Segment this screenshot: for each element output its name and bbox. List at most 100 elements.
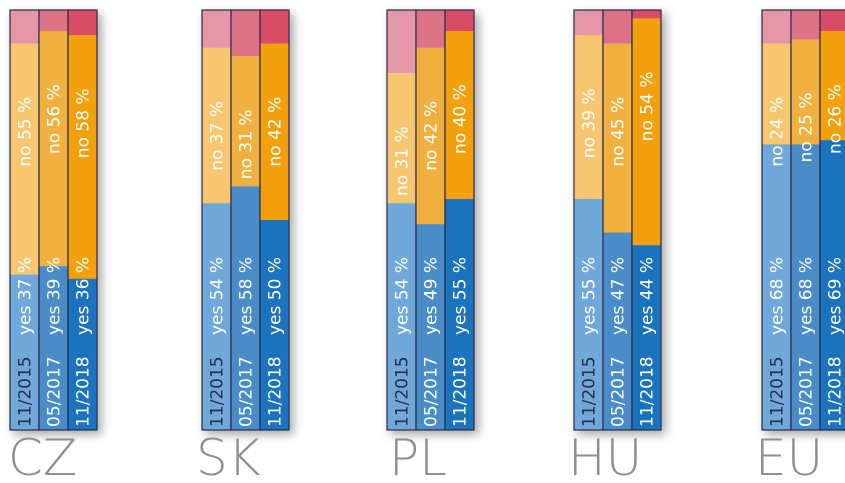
period-label: 05/2017	[45, 356, 65, 427]
period-label: 11/2018	[638, 356, 658, 427]
yes-value-label: yes 68 %	[768, 257, 788, 335]
bar-no-hu-2	[632, 18, 661, 246]
bar-no-pl-1	[416, 47, 445, 225]
bar-no-eu-0	[762, 43, 791, 145]
bar-yes-cz-0	[10, 274, 39, 430]
no-value-label: no 42 %	[422, 101, 442, 171]
bar-no-cz-1	[39, 31, 68, 267]
bar-group-pl: 11/2015 yes 54 % no 31 % 05/2017 yes 49 % no …	[386, 9, 475, 431]
bar-no-eu-1	[791, 39, 820, 145]
no-value-label: no 56 %	[45, 84, 65, 154]
bar-rest-hu-1	[603, 10, 632, 44]
bar-rest-pl-2	[445, 10, 474, 31]
bar-yes-cz-1	[39, 266, 68, 430]
group-label-sk: SK	[196, 429, 261, 483]
bar-outline	[67, 9, 98, 431]
no-value-label: no 39 %	[580, 88, 600, 158]
bar-yes-hu-1	[603, 232, 632, 430]
bar-yes-pl-1	[416, 224, 445, 430]
yes-value-label: yes 55 %	[580, 257, 600, 335]
no-value-label: no 37 %	[208, 101, 228, 171]
period-label: 11/2018	[451, 356, 471, 427]
bar-yes-sk-2	[260, 220, 289, 430]
bar-no-cz-0	[10, 43, 39, 275]
bar-outline	[819, 9, 845, 431]
bar-yes-eu-1	[791, 144, 820, 430]
bar-yes-sk-1	[231, 186, 260, 430]
yes-value-label: yes 54 %	[208, 257, 228, 335]
yes-value-label: yes 47 %	[609, 257, 629, 335]
bar-rest-eu-0	[762, 10, 791, 44]
bar-outline	[631, 9, 662, 431]
no-value-label: no 58 %	[74, 88, 94, 158]
group-label-cz: CZ	[8, 429, 77, 483]
bar-rest-sk-2	[260, 10, 289, 44]
bar-no-sk-1	[231, 56, 260, 187]
bar-outline	[259, 9, 290, 431]
bar-yes-eu-0	[762, 144, 791, 430]
bar-no-cz-2	[68, 35, 97, 279]
period-label: 05/2017	[422, 356, 442, 427]
bar-group-hu: 11/2015 yes 55 % no 39 % 05/2017 yes 47 % no …	[573, 9, 662, 431]
bar-no-hu-1	[603, 43, 632, 233]
bar-rest-pl-0	[387, 10, 416, 73]
bar-no-pl-0	[387, 73, 416, 204]
period-label: 11/2018	[74, 356, 94, 427]
bar-no-sk-2	[260, 43, 289, 220]
bar-rest-hu-0	[574, 10, 603, 36]
bar-yes-pl-0	[387, 203, 416, 430]
no-value-label: no 42 %	[266, 97, 286, 167]
no-value-label: no 24 %	[768, 97, 788, 167]
period-label: 11/2015	[768, 356, 788, 427]
bar-yes-pl-2	[445, 199, 474, 430]
bar-rest-hu-2	[632, 10, 661, 19]
bar-rest-eu-1	[791, 10, 820, 40]
bar-outline	[444, 9, 475, 431]
period-label: 05/2017	[609, 356, 629, 427]
period-label: 11/2015	[580, 356, 600, 427]
bar-yes-cz-2	[68, 278, 97, 430]
bar-group-sk: 11/2015 yes 54 % no 37 % 05/2017 yes 58 % no …	[201, 9, 290, 431]
period-label: 11/2018	[826, 356, 845, 427]
period-label: 11/2015	[393, 356, 413, 427]
yes-value-label: yes 44 %	[638, 257, 658, 335]
yes-value-label: yes 58 %	[237, 257, 257, 335]
no-value-label: no 31 %	[393, 126, 413, 196]
bar-yes-hu-0	[574, 199, 603, 430]
no-value-label: no 31 %	[237, 109, 257, 179]
period-label: 11/2015	[208, 356, 228, 427]
bar-group-eu: 11/2015 yes 68 % no 24 % 05/2017 yes 68 % no …	[761, 9, 845, 431]
bar-no-eu-2	[820, 31, 845, 141]
group-label-hu: HU	[568, 429, 642, 483]
bar-rest-sk-0	[202, 10, 231, 48]
group-label-eu: EU	[755, 429, 823, 483]
yes-value-label: yes 68 %	[797, 257, 817, 335]
no-value-label: no 25 %	[797, 93, 817, 163]
bar-yes-sk-0	[202, 203, 231, 430]
bar-group-cz: 11/2015 yes 37 % no 55 % 05/2017 yes 39 % no …	[9, 9, 98, 431]
period-label: 05/2017	[797, 356, 817, 427]
no-value-label: no 40 %	[451, 84, 471, 154]
yes-value-label: yes 49 %	[422, 257, 442, 335]
yes-value-label: yes 36 %	[74, 257, 94, 335]
period-label: 11/2015	[16, 356, 36, 427]
yes-value-label: yes 39 %	[45, 257, 65, 335]
yes-value-label: yes 69 %	[826, 257, 845, 335]
no-value-label: no 54 %	[638, 72, 658, 142]
bar-rest-cz-2	[68, 10, 97, 36]
bar-rest-cz-1	[39, 10, 68, 31]
no-value-label: no 45 %	[609, 97, 629, 167]
bar-yes-eu-2	[820, 140, 845, 430]
bar-rest-pl-1	[416, 10, 445, 48]
period-label: 05/2017	[237, 356, 257, 427]
no-value-label: no 55 %	[16, 97, 36, 167]
bar-no-pl-2	[445, 31, 474, 199]
yes-value-label: yes 54 %	[393, 257, 413, 335]
bar-rest-eu-2	[820, 10, 845, 31]
bar-rest-sk-1	[231, 10, 260, 57]
period-label: 11/2018	[266, 356, 286, 427]
bar-rest-cz-0	[10, 10, 39, 44]
yes-value-label: yes 55 %	[451, 257, 471, 335]
bar-no-hu-0	[574, 35, 603, 200]
